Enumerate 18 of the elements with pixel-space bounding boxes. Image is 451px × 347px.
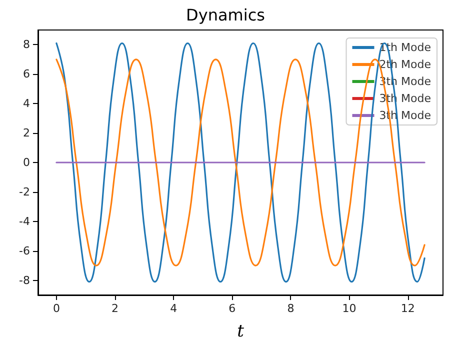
y-tick-label: -6: [19, 244, 30, 258]
x-tick-label: 2: [112, 302, 119, 315]
y-tick-label: 0: [23, 156, 30, 169]
x-tick-label: 0: [52, 302, 60, 315]
chart-title: Dynamics: [186, 6, 265, 24]
y-tick-label: 4: [23, 97, 30, 110]
x-tick-label: 6: [228, 302, 236, 315]
x-tick-label: 12: [400, 302, 415, 315]
y-tick-label: 2: [23, 126, 30, 140]
y-tick-label: 6: [23, 68, 30, 81]
y-tick-label: -2: [19, 185, 30, 198]
x-tick-label: 10: [342, 302, 356, 315]
y-tick-label: -4: [19, 214, 30, 228]
x-axis-title: t: [237, 322, 244, 342]
x-tick-label: 4: [170, 302, 178, 315]
x-tick-label: 8: [287, 302, 294, 315]
y-tick-label: -8: [19, 274, 30, 287]
y-tick-label: 8: [23, 38, 30, 52]
